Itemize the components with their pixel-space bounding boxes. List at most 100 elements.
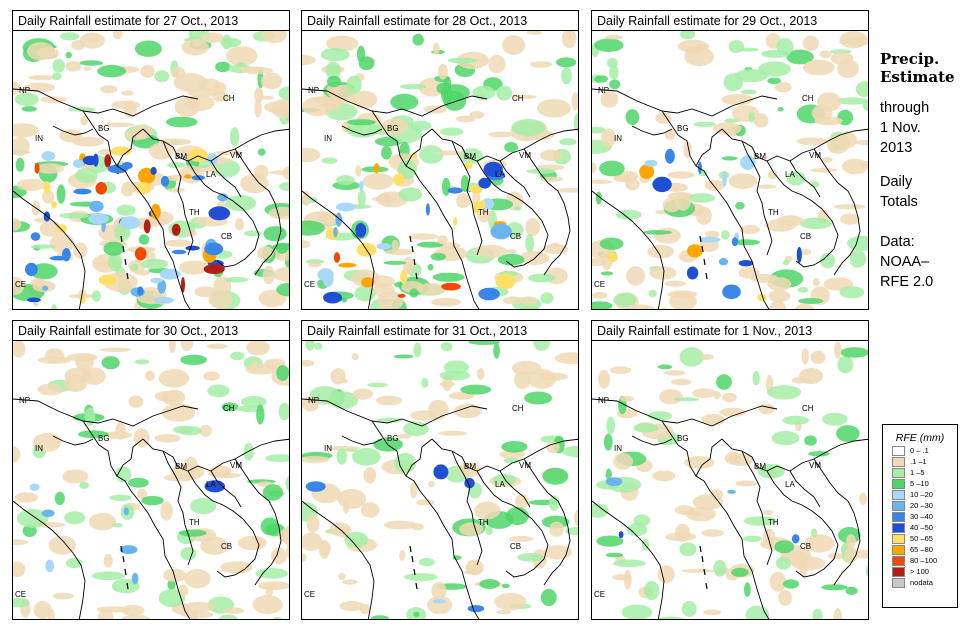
rain-area [329,391,359,409]
rain-area [282,166,289,181]
rain-area [178,260,209,275]
rain-area [197,78,221,91]
rain-area [537,99,571,118]
island [120,235,123,243]
rain-area [37,383,64,396]
rain-area [613,559,646,568]
legend-item: 65 –80 [892,544,957,555]
rain-area [664,129,676,140]
rain-area [459,522,484,536]
rain-area [526,31,542,35]
rain-area [476,207,492,223]
rain-area [105,431,132,439]
data-line1: Data: [880,234,915,250]
rain-area [276,365,289,381]
rain-area-heavy [135,182,152,195]
rain-area [735,480,757,487]
rain-area-heavy [639,164,655,180]
rain-area-heavy [185,245,200,251]
legend-item: 40 –50 [892,522,957,533]
country-border [142,438,289,472]
rain-area [268,206,289,220]
rain-area [757,464,785,479]
rain-area [606,416,616,435]
rain-area [699,354,714,360]
rain-area [453,403,482,419]
rain-area [419,145,444,164]
rain-area [229,127,240,147]
rain-area [79,481,90,490]
rain-area [782,415,810,425]
country-border [162,450,194,566]
rain-area [180,547,197,561]
rain-area [695,206,712,225]
rain-area [56,184,66,204]
rain-area [530,61,553,68]
rain-area-heavy [699,236,721,243]
rain-area-heavy [123,507,129,516]
rain-area [167,187,185,193]
island [122,245,125,253]
rain-area-heavy [652,176,672,193]
rain-area-heavy [478,177,491,189]
country-border [13,190,86,309]
rain-area [836,425,860,442]
island [699,545,702,553]
rain-area [460,384,492,395]
rain-area [540,176,564,182]
rain-area-heavy [468,185,482,193]
country-border [234,458,282,586]
rainfall-panel: Daily Rainfall estimate for 31 Oct., 201… [301,320,579,620]
country-border [721,438,868,472]
rain-area-heavy [359,180,364,191]
rain-area [302,553,307,562]
rain-area [84,407,96,427]
rain-area [799,367,824,385]
rain-area [48,535,76,555]
country-label-in: IN [35,444,43,453]
rain-area [592,162,597,174]
rain-area [839,286,865,299]
country-border [721,128,868,162]
legend-item: 30 –40 [892,511,957,522]
country-label-ch: CH [802,94,814,103]
rain-area [302,456,330,463]
rain-area [253,164,269,180]
island [411,555,414,563]
country-label-in: IN [35,134,43,143]
rain-area [412,33,424,46]
country-border [162,140,194,256]
rain-area [64,511,86,525]
country-label-la: LA [206,480,216,489]
legend-swatch [892,533,905,544]
rain-area [439,127,464,136]
country-border [13,500,86,619]
rain-area [220,561,253,574]
rain-area-heavy [51,201,57,209]
rain-area-heavy [495,273,516,290]
rain-area [502,35,526,55]
rain-area-heavy [95,182,107,195]
rain-area-heavy [93,153,99,167]
rain-area [30,244,56,249]
rain-area [413,611,420,617]
country-border [431,438,578,472]
rain-area [798,298,824,304]
legend-heading: Precip. Estimate [880,50,955,86]
rain-area [154,390,180,402]
rain-area [390,93,419,111]
rain-area [758,403,775,415]
rain-area [161,403,196,422]
rain-area [237,535,267,551]
country-border [813,458,861,586]
rain-area [437,235,448,245]
country-border [302,88,488,117]
rain-area-heavy [376,243,392,250]
rain-area-heavy [335,202,356,212]
rain-area-heavy [479,200,486,210]
rain-area [554,352,578,365]
rain-area [438,430,468,436]
rain-area [503,458,521,464]
legend-swatch [892,489,905,500]
country-label-in: IN [324,134,332,143]
